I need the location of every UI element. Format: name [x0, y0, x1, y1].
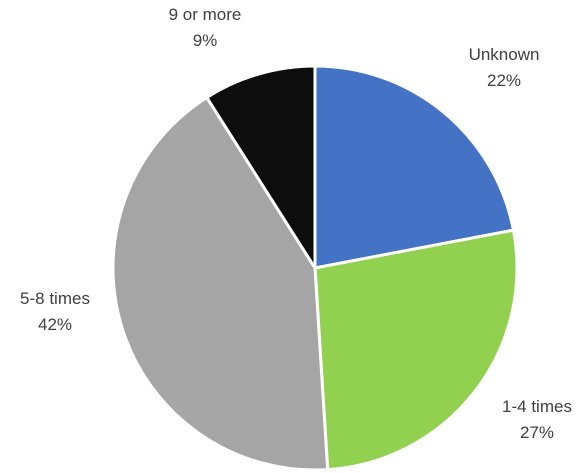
slice-label-1-4-times: 1-4 times	[502, 397, 572, 416]
pie-slices	[113, 66, 517, 470]
slice-value-5-8-times: 42%	[38, 315, 72, 334]
slice-label-5-8-times: 5-8 times	[20, 289, 90, 308]
slice-1-4-times	[315, 230, 517, 469]
slice-value-9-or-more: 9%	[193, 31, 218, 50]
slice-label-9-or-more: 9 or more	[169, 5, 242, 24]
slice-label-unknown: Unknown	[469, 45, 540, 64]
slice-value-1-4-times: 27%	[520, 423, 554, 442]
slice-value-unknown: 22%	[487, 71, 521, 90]
